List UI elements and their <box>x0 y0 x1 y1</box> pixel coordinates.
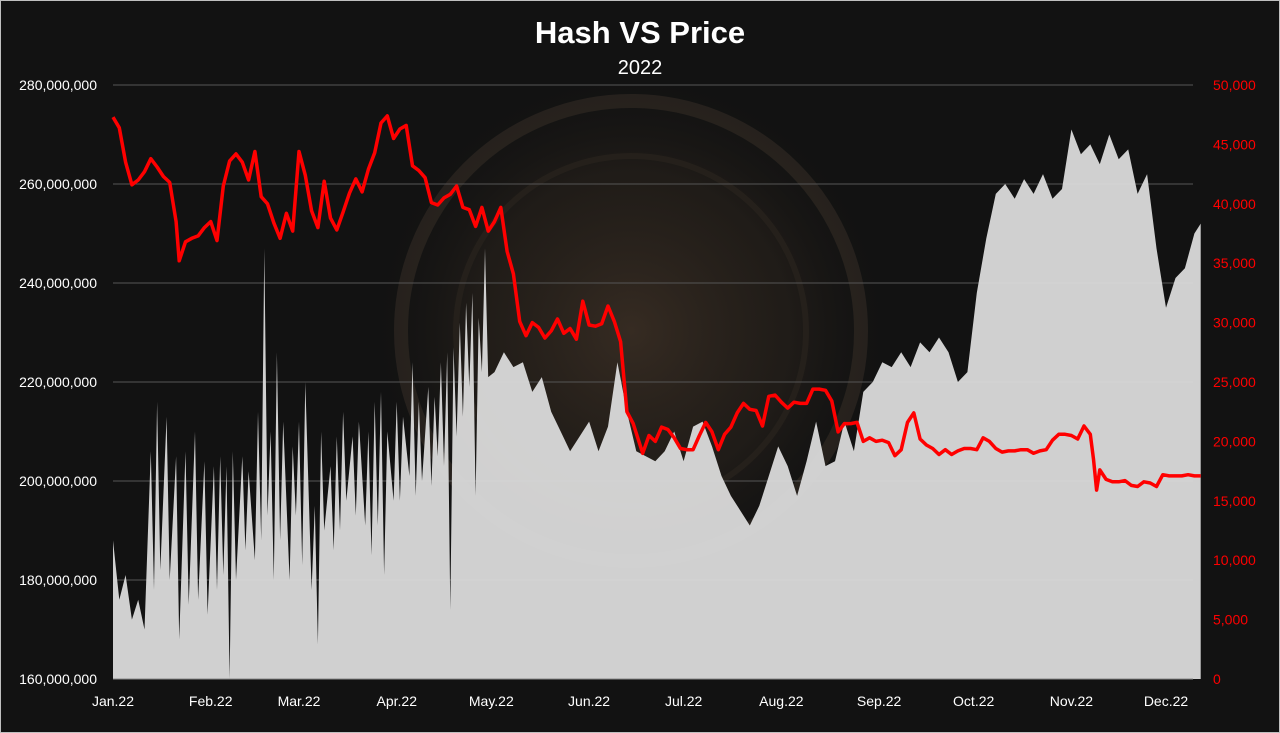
x-tick-label: Jul.22 <box>665 693 703 709</box>
x-tick-label: Sep.22 <box>857 693 902 709</box>
chart-title: Hash VS Price <box>534 15 746 50</box>
right-tick-label: 20,000 <box>1213 433 1256 449</box>
right-tick-label: 10,000 <box>1213 552 1256 568</box>
x-tick-label: Dec.22 <box>1144 693 1189 709</box>
right-tick-label: 35,000 <box>1213 255 1256 271</box>
price-line <box>111 114 1201 492</box>
left-tick-label: 200,000,000 <box>19 473 97 489</box>
chart-subtitle: 2022 <box>617 57 663 79</box>
right-tick-label: 50,000 <box>1213 77 1256 93</box>
x-tick-label: Jan.22 <box>92 693 134 709</box>
left-y-axis: 160,000,000 180,000,000 200,000,000 220,000… <box>19 77 97 687</box>
x-tick-label: Nov.22 <box>1050 693 1094 709</box>
x-tick-label: Jun.22 <box>568 693 610 709</box>
right-tick-label: 30,000 <box>1213 315 1256 331</box>
x-tick-label: May.22 <box>469 693 514 709</box>
x-tick-label: Aug.22 <box>759 693 804 709</box>
x-tick-label: Apr.22 <box>377 693 418 709</box>
x-axis: Jan.22 Feb.22 Mar.22 Apr.22 May.22 Jun.22 Jul.… <box>92 678 1193 709</box>
left-tick-label: 220,000,000 <box>19 374 97 390</box>
left-tick-label: 280,000,000 <box>19 77 97 93</box>
left-tick-label: 160,000,000 <box>19 671 97 687</box>
x-tick-label: Oct.22 <box>953 693 994 709</box>
right-tick-label: 40,000 <box>1213 196 1256 212</box>
right-y-axis: 0 5,000 10,000 15,000 20,000 25,000 30,000 35,0… <box>1213 77 1256 687</box>
right-tick-label: 15,000 <box>1213 493 1256 509</box>
right-tick-label: 45,000 <box>1213 136 1256 152</box>
left-tick-label: 240,000,000 <box>19 275 97 291</box>
left-tick-label: 180,000,000 <box>19 572 97 588</box>
x-tick-label: Feb.22 <box>189 693 233 709</box>
price-line-layer <box>111 114 1201 492</box>
right-tick-label: 25,000 <box>1213 374 1256 390</box>
hash-rate-area <box>113 129 1201 679</box>
x-tick-label: Mar.22 <box>278 693 321 709</box>
left-tick-label: 260,000,000 <box>19 176 97 192</box>
right-tick-label: 5,000 <box>1213 612 1248 628</box>
right-tick-label: 0 <box>1213 671 1221 687</box>
hash-rate-area-layer <box>113 129 1201 679</box>
